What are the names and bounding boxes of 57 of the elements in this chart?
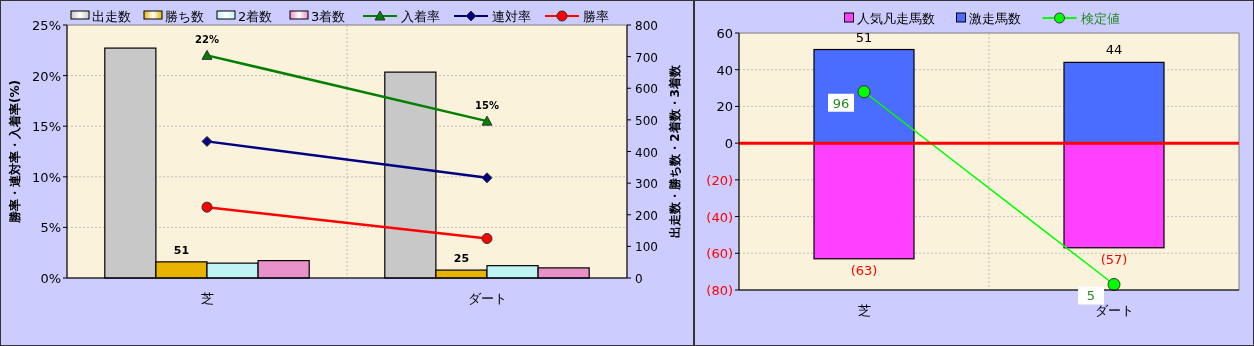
y2-tick-label: 800 [635, 19, 658, 33]
point [201, 201, 213, 213]
y2-tick-label: 400 [635, 145, 658, 160]
y-tick-label: 20 [716, 99, 733, 115]
x-tick-label: 芝 [857, 303, 871, 318]
y-tick-label: 20% [32, 68, 61, 84]
legend-label: 勝ち数 [165, 9, 204, 24]
y-axis-title: 勝率・連対率・入着率(%) [8, 80, 22, 224]
bar [1063, 142, 1165, 249]
y2-tick-label: 700 [635, 50, 658, 65]
point [201, 135, 213, 147]
y-tick-label: 0 [724, 136, 733, 152]
y-tick-label: 15% [32, 119, 61, 135]
data-label: 25 [453, 252, 470, 266]
y2-tick-label: 100 [635, 240, 658, 255]
legend-label: 人気凡走馬数 [856, 11, 935, 26]
legend-label: 出走数 [92, 9, 131, 24]
legend-label: 勝率 [583, 9, 609, 24]
bar [813, 48, 915, 144]
data-label: (57) [1100, 251, 1128, 267]
data-label: 22% [195, 34, 219, 46]
legend-label: 3着数 [311, 9, 346, 24]
data-label: 44 [1105, 42, 1123, 58]
y2-tick-label: 200 [635, 208, 658, 223]
point [481, 233, 493, 245]
y-tick-label: 60 [716, 26, 733, 41]
y-tick-label: 5% [40, 220, 61, 236]
y2-tick-label: 0 [635, 272, 643, 286]
legend-label: 連対率 [492, 9, 531, 24]
annotation: 5 [1086, 288, 1096, 304]
legend-label: 入着率 [401, 9, 440, 24]
legend-label: 検定値 [1080, 11, 1120, 26]
data-label: 51 [855, 29, 873, 45]
y-tick-label: 25% [32, 18, 61, 33]
data-label: 15% [475, 100, 499, 112]
point [481, 172, 493, 184]
y2-axis-title: 出走数・勝ち数・2着数・3着数 [668, 64, 682, 238]
annotation: 96 [832, 95, 850, 111]
x-tick-label: ダート [467, 291, 507, 306]
bar [1063, 61, 1165, 144]
bar [813, 142, 915, 260]
x-tick-label: ダート [1094, 303, 1134, 318]
y2-tick-label: 600 [635, 82, 658, 97]
legend-label: 2着数 [238, 9, 273, 24]
y2-tick-label: 500 [635, 113, 658, 128]
y-tick-label: 10% [32, 169, 61, 185]
y-tick-label: 40 [716, 62, 733, 78]
legend-label: 激走馬数 [968, 11, 1021, 26]
data-label: 51 [173, 243, 190, 257]
y-tick-label: (80) [706, 283, 733, 298]
y2-tick-label: 300 [635, 177, 658, 192]
y-tick-label: (40) [706, 209, 733, 225]
data-label: (63) [850, 262, 878, 278]
y-tick-label: 0% [40, 271, 61, 286]
x-tick-label: 芝 [200, 291, 214, 306]
y-tick-label: (20) [706, 172, 733, 188]
y-tick-label: (60) [706, 246, 733, 262]
